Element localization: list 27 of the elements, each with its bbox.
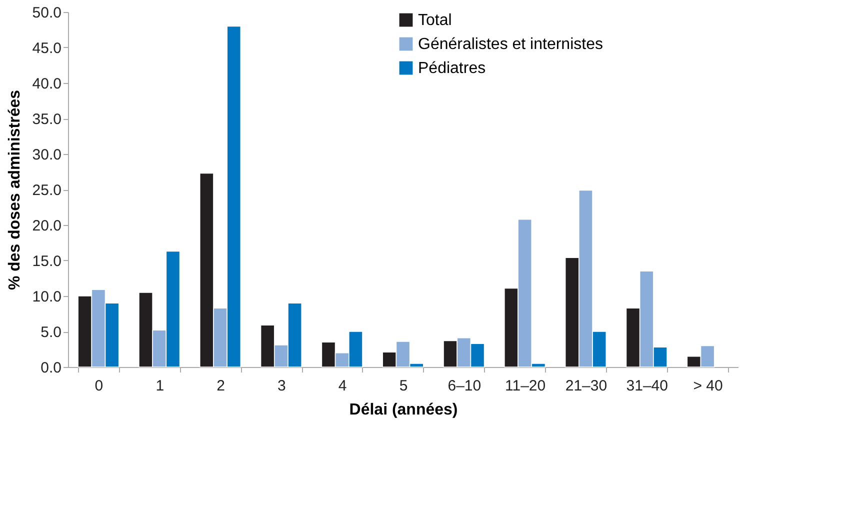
x-tick-label: 4 [338,378,347,394]
x-tick-label: 31–40 [626,378,668,394]
y-tick-label: 5.0 [40,324,62,341]
x-tick-label: 2 [216,378,225,394]
legend-label: Généralistes et internistes [418,36,603,53]
x-tick-label: 21–30 [565,378,608,394]
x-tick-label: 3 [278,378,286,394]
y-axis-title: % des doses administrées [6,90,24,290]
y-tick-label: 35.0 [32,111,62,128]
x-tick-label: 11–20 [505,378,546,394]
y-tick-label: 0.0 [40,360,62,376]
x-tick-label: > 40 [693,378,723,394]
y-tick-label: 20.0 [32,218,62,234]
x-tick-label: 1 [156,378,164,394]
x-tick-label: 0 [94,378,104,394]
y-tick-label: 25.0 [32,182,62,199]
y-tick-label: 45.0 [32,40,62,57]
y-tick-label: 30.0 [32,146,62,164]
x-tick-label: 5 [399,378,408,394]
x-axis-title: Délai (années) [349,402,458,418]
y-tick-label: 15.0 [32,253,62,270]
y-tick-label: 40.0 [32,76,62,92]
y-tick-label: 10.0 [32,288,62,306]
legend-label: Pédiatres [418,60,486,77]
legend-label: Total [418,12,452,29]
y-tick-label: 50.0 [32,4,62,22]
x-tick-label: 6–10 [448,378,482,394]
